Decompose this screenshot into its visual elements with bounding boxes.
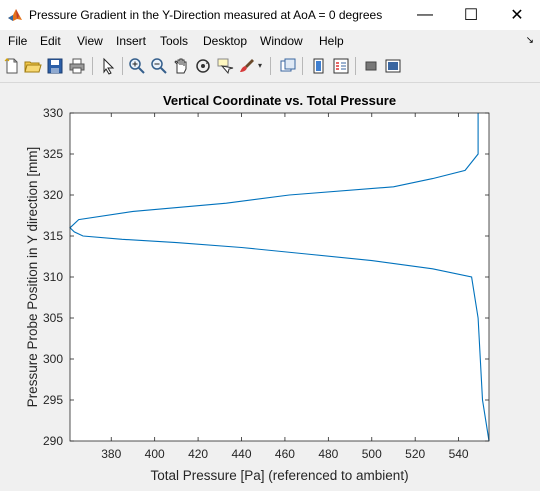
x-tick-label: 420 [188, 447, 208, 461]
colorbar-icon[interactable] [310, 57, 328, 75]
y-tick-label: 310 [43, 270, 63, 284]
toolbar: ▾ [0, 52, 540, 83]
x-axis-label: Total Pressure [Pa] (referenced to ambie… [150, 468, 408, 483]
x-tick-label: 520 [405, 447, 425, 461]
rotate-3d-icon[interactable] [194, 57, 212, 75]
data-cursor-icon[interactable] [216, 57, 234, 75]
maximize-button[interactable]: ☐ [448, 0, 494, 30]
pan-icon[interactable] [172, 57, 190, 75]
maximize-icon: ☐ [463, 7, 479, 24]
menu-tools[interactable]: Tools [160, 34, 189, 48]
x-tick-label: 480 [318, 447, 338, 461]
link-plot-icon[interactable] [279, 57, 297, 75]
line-chart[interactable]: 380 400 420 440 460 480 500 520 540 290 295 300 305 3… [0, 83, 540, 486]
y-tick-label: 305 [43, 311, 63, 325]
menu-desktop[interactable]: Desktop [203, 34, 248, 48]
y-tick-label: 300 [43, 352, 63, 366]
x-tick-label: 440 [231, 447, 251, 461]
menu-insert[interactable]: Insert [116, 34, 147, 48]
toolbar-separator [270, 57, 271, 75]
toolbar-separator [355, 57, 356, 75]
open-file-icon[interactable] [24, 57, 42, 75]
zoom-in-icon[interactable] [128, 57, 146, 75]
new-figure-icon[interactable] [3, 57, 21, 75]
y-tick-label: 325 [43, 147, 63, 161]
brush-dropdown-icon[interactable]: ▾ [258, 61, 263, 70]
legend-icon[interactable] [332, 57, 350, 75]
window-title: Pressure Gradient in the Y-Direction mea… [29, 8, 383, 22]
close-button[interactable]: ✕ [494, 0, 540, 30]
menu-edit[interactable]: Edit [40, 34, 61, 48]
axes-box [69, 112, 490, 442]
figure-canvas: 380 400 420 440 460 480 500 520 540 290 295 300 305 3… [0, 83, 540, 486]
y-axis-label: Pressure Probe Position in Y direction [… [25, 147, 40, 408]
y-tick-label: 290 [43, 434, 63, 448]
toolbar-separator [92, 57, 93, 75]
menu-help[interactable]: Help [319, 34, 344, 48]
y-tick-label: 320 [43, 188, 63, 202]
menu-window[interactable]: Window [260, 34, 303, 48]
menu-view[interactable]: View [77, 34, 103, 48]
chart-title: Vertical Coordinate vs. Total Pressure [163, 93, 396, 108]
y-tick-label: 315 [43, 229, 63, 243]
zoom-out-icon[interactable] [150, 57, 168, 75]
menu-bar: File Edit View Insert Tools Desktop Wind… [0, 30, 540, 52]
x-tick-label: 460 [275, 447, 295, 461]
toolbar-separator [122, 57, 123, 75]
pressure-series-line [69, 113, 490, 442]
x-tick-label: 540 [449, 447, 469, 461]
dock-icon[interactable]: ↘ [525, 35, 534, 46]
hide-plot-tools-icon[interactable] [362, 57, 380, 75]
matlab-icon [8, 9, 22, 21]
toolbar-separator [302, 57, 303, 75]
x-tick-label: 400 [145, 447, 165, 461]
title-bar: Pressure Gradient in the Y-Direction mea… [0, 0, 540, 30]
brush-icon[interactable] [238, 57, 256, 75]
menu-file[interactable]: File [8, 34, 28, 48]
plot-area [70, 113, 489, 441]
x-tick-label: 380 [101, 447, 121, 461]
x-tick-label: 500 [362, 447, 382, 461]
save-icon[interactable] [46, 57, 64, 75]
y-tick-label: 295 [43, 393, 63, 407]
y-tick-label: 330 [43, 106, 63, 120]
close-icon: ✕ [510, 7, 524, 24]
minimize-button[interactable]: — [402, 0, 448, 30]
show-plot-tools-icon[interactable] [384, 57, 402, 75]
print-icon[interactable] [68, 57, 86, 75]
edit-plot-icon[interactable] [99, 57, 117, 75]
minimize-icon: — [417, 6, 433, 23]
